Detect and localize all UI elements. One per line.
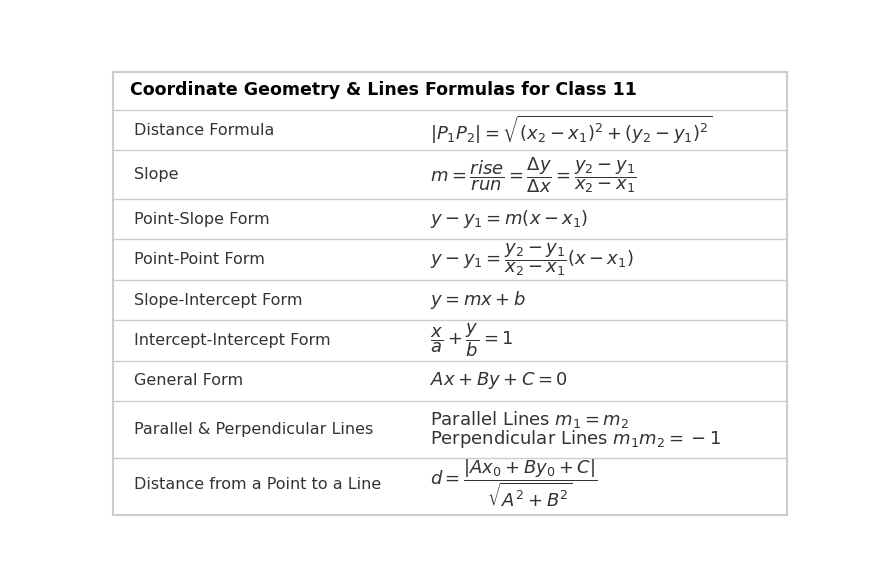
Text: General Form: General Form bbox=[133, 374, 242, 389]
Text: Distance Formula: Distance Formula bbox=[133, 123, 274, 138]
Text: Distance from a Point to a Line: Distance from a Point to a Line bbox=[133, 476, 381, 492]
Text: Parallel & Perpendicular Lines: Parallel & Perpendicular Lines bbox=[133, 422, 373, 437]
Text: $y - y_1 = m\left(x - x_1\right)$: $y - y_1 = m\left(x - x_1\right)$ bbox=[429, 208, 588, 230]
Text: Parallel Lines $m_1 = m_2$: Parallel Lines $m_1 = m_2$ bbox=[429, 410, 628, 431]
Text: Intercept-Intercept Form: Intercept-Intercept Form bbox=[133, 333, 330, 348]
Text: $Ax + By + C = 0$: $Ax + By + C = 0$ bbox=[429, 371, 567, 392]
Text: Point-Slope Form: Point-Slope Form bbox=[133, 211, 269, 227]
Text: Slope-Intercept Form: Slope-Intercept Form bbox=[133, 293, 302, 307]
Text: $|P_1P_2| = \sqrt{\left(x_2 - x_1\right)^2 + \left(y_2 - y_1\right)^2}$: $|P_1P_2| = \sqrt{\left(x_2 - x_1\right)… bbox=[429, 114, 711, 146]
Text: $y = mx + b$: $y = mx + b$ bbox=[429, 289, 525, 311]
Text: $\dfrac{x}{a} + \dfrac{y}{b} = 1$: $\dfrac{x}{a} + \dfrac{y}{b} = 1$ bbox=[429, 322, 512, 359]
Text: $d = \dfrac{|Ax_0 + By_0 + C|}{\sqrt{A^2 + B^2}}$: $d = \dfrac{|Ax_0 + By_0 + C|}{\sqrt{A^2… bbox=[429, 458, 596, 510]
Text: $y - y_1 = \dfrac{y_2 - y_1}{x_2 - x_1}\left(x - x_1\right)$: $y - y_1 = \dfrac{y_2 - y_1}{x_2 - x_1}\… bbox=[429, 241, 632, 278]
Text: $m = \dfrac{\mathit{rise}}{\mathit{run}} = \dfrac{\Delta y}{\Delta x} = \dfrac{y: $m = \dfrac{\mathit{rise}}{\mathit{run}}… bbox=[429, 155, 636, 195]
Text: Slope: Slope bbox=[133, 167, 178, 182]
Text: Perpendicular Lines $m_1 m_2 = -1$: Perpendicular Lines $m_1 m_2 = -1$ bbox=[429, 428, 719, 450]
Text: Coordinate Geometry & Lines Formulas for Class 11: Coordinate Geometry & Lines Formulas for… bbox=[130, 81, 637, 99]
Text: Point-Point Form: Point-Point Form bbox=[133, 252, 264, 267]
